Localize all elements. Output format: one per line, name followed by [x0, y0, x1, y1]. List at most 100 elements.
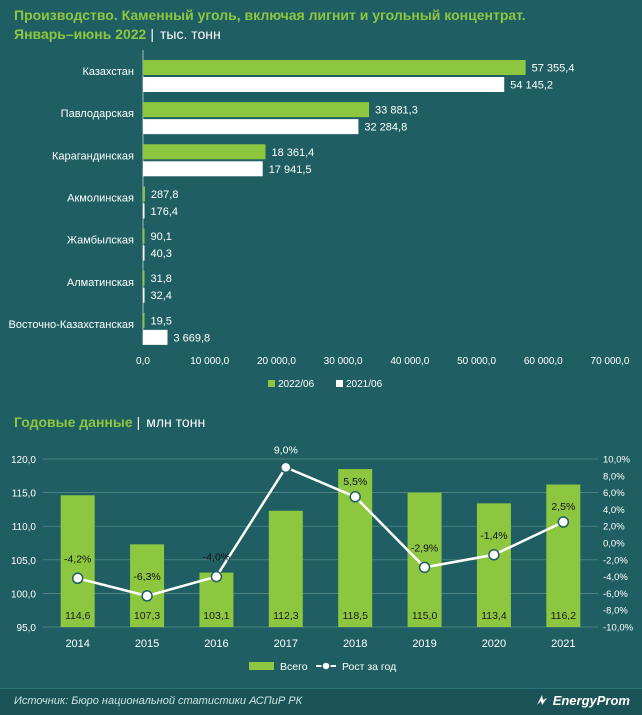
- y-right-tick-label: 8,0%: [603, 471, 625, 482]
- category-label: Карагандинская: [52, 150, 134, 162]
- x-tick-label: 60 000,0: [524, 356, 563, 367]
- legend-label: Рост за год: [342, 661, 396, 673]
- data-label: 40,3: [151, 248, 172, 260]
- chart-period: Январь–июнь 2022: [14, 26, 147, 42]
- x-tick-label: 2017: [274, 638, 298, 650]
- data-label: 115,0: [412, 610, 438, 622]
- brand-name: EnergyProm: [552, 693, 630, 708]
- data-label: 19,5: [151, 315, 172, 327]
- bar: [143, 312, 145, 328]
- bar: [143, 161, 263, 177]
- footer: Источник: Бюро национальной статистики А…: [0, 688, 642, 715]
- bar: [143, 144, 266, 160]
- data-label: 57 355,4: [532, 63, 575, 75]
- bar: [143, 186, 145, 202]
- data-label: 18 361,4: [271, 147, 314, 159]
- data-label: 33 881,3: [375, 105, 418, 117]
- bar: [60, 495, 95, 627]
- line-point: [557, 516, 570, 528]
- line-data-label: -2,9%: [411, 542, 438, 554]
- line-data-label: 9,0%: [274, 444, 298, 456]
- line-data-label: -4,0%: [203, 552, 230, 564]
- data-label: 116,2: [551, 610, 577, 622]
- y-right-tick-label: -4,0%: [603, 572, 628, 583]
- x-tick-label: 2018: [343, 638, 367, 650]
- legend-label: 2021/06: [346, 379, 383, 390]
- legend-label: Всего: [280, 661, 308, 673]
- bar: [546, 484, 581, 627]
- data-label: 114,6: [65, 610, 91, 622]
- data-label: 107,3: [134, 610, 160, 622]
- title-separator: |: [150, 26, 154, 42]
- y-right-tick-label: 0,0%: [603, 539, 625, 550]
- category-label: Казахстан: [82, 66, 134, 78]
- bar: [143, 287, 145, 303]
- line-point: [141, 590, 153, 602]
- bar: [130, 544, 165, 627]
- data-label: 90,1: [151, 231, 172, 243]
- x-tick-label: 2016: [204, 638, 228, 650]
- bar: [143, 60, 526, 75]
- y-right-tick-label: 10,0%: [603, 455, 630, 466]
- line-point: [488, 549, 500, 561]
- brand-logo: EnergyProm: [535, 693, 630, 708]
- line-data-label: -4,2%: [64, 553, 91, 565]
- source-note: Источник: Бюро национальной статистики А…: [14, 695, 303, 707]
- line-point: [349, 491, 361, 503]
- line-point: [418, 561, 431, 574]
- y-left-tick-label: 115,0: [12, 489, 37, 500]
- chart-title: Производство. Каменный уголь, включая ли…: [14, 6, 634, 44]
- annual-title-text: Годовые данные: [14, 414, 133, 430]
- chart-title-text: Производство. Каменный уголь, включая ли…: [14, 7, 526, 23]
- bar: [143, 329, 168, 345]
- bar: [143, 203, 145, 219]
- annual-title-separator: |: [136, 414, 141, 430]
- category-label: Алматинская: [67, 277, 134, 289]
- regional-production-chart: Казахстан 57 355,4 54 145,2 Павлодарская 33 …: [8, 50, 630, 390]
- y-right-tick-label: -2,0%: [603, 555, 628, 566]
- y-left-tick-label: 110,0: [12, 522, 37, 533]
- x-tick-label: 2014: [65, 638, 89, 650]
- y-right-tick-label: 6,0%: [603, 488, 625, 499]
- annual-title: Годовые данные | млн тонн: [14, 414, 205, 430]
- data-label: 113,4: [481, 610, 507, 622]
- annual-production-chart: 95,0 100,0 105,0 110,0 115,0 120,0 -10,0% -8,0%…: [11, 444, 634, 673]
- line-data-label: 2,5%: [551, 501, 575, 513]
- legend-swatch: [268, 380, 275, 387]
- data-label: 287,8: [151, 189, 179, 201]
- legend-swatch: [336, 380, 343, 387]
- bar: [143, 228, 145, 244]
- line-data-label: -6,3%: [133, 571, 160, 583]
- energyprom-icon: [535, 693, 549, 708]
- y-right-tick-label: 2,0%: [603, 522, 625, 533]
- annual-unit: млн тонн: [146, 414, 206, 430]
- x-tick-label: 2019: [412, 638, 436, 650]
- chart-unit: тыс. тонн: [159, 26, 221, 42]
- data-label: 32 284,8: [364, 122, 407, 134]
- bar: [143, 77, 505, 92]
- category-label: Жамбылская: [67, 235, 134, 247]
- legend-label: 2022/06: [278, 379, 315, 390]
- data-label: 112,3: [273, 610, 299, 622]
- bar: [143, 245, 145, 261]
- y-left-tick-label: 100,0: [11, 589, 36, 600]
- bar: [143, 102, 370, 118]
- data-label: 118,5: [342, 610, 368, 622]
- bar: [476, 503, 511, 627]
- x-tick-label: 20 000,0: [257, 356, 296, 367]
- legend-swatch-bars: [249, 662, 274, 670]
- line-point: [280, 461, 292, 474]
- x-tick-label: 40 000,0: [390, 356, 429, 367]
- x-tick-label: 10 000,0: [190, 356, 229, 367]
- line-data-label: -1,4%: [480, 530, 507, 542]
- line-point: [71, 572, 84, 585]
- x-tick-label: 30 000,0: [324, 356, 363, 367]
- y-left-tick-label: 120,0: [11, 455, 36, 466]
- data-label: 17 941,5: [269, 164, 312, 176]
- data-label: 103,1: [203, 610, 229, 622]
- y-left-tick-label: 95,0: [17, 623, 37, 634]
- x-tick-label: 2021: [551, 638, 575, 650]
- y-left-tick-label: 105,0: [11, 556, 36, 567]
- category-label: Восточно-Казахстанская: [8, 319, 134, 331]
- y-right-tick-label: -8,0%: [603, 606, 628, 617]
